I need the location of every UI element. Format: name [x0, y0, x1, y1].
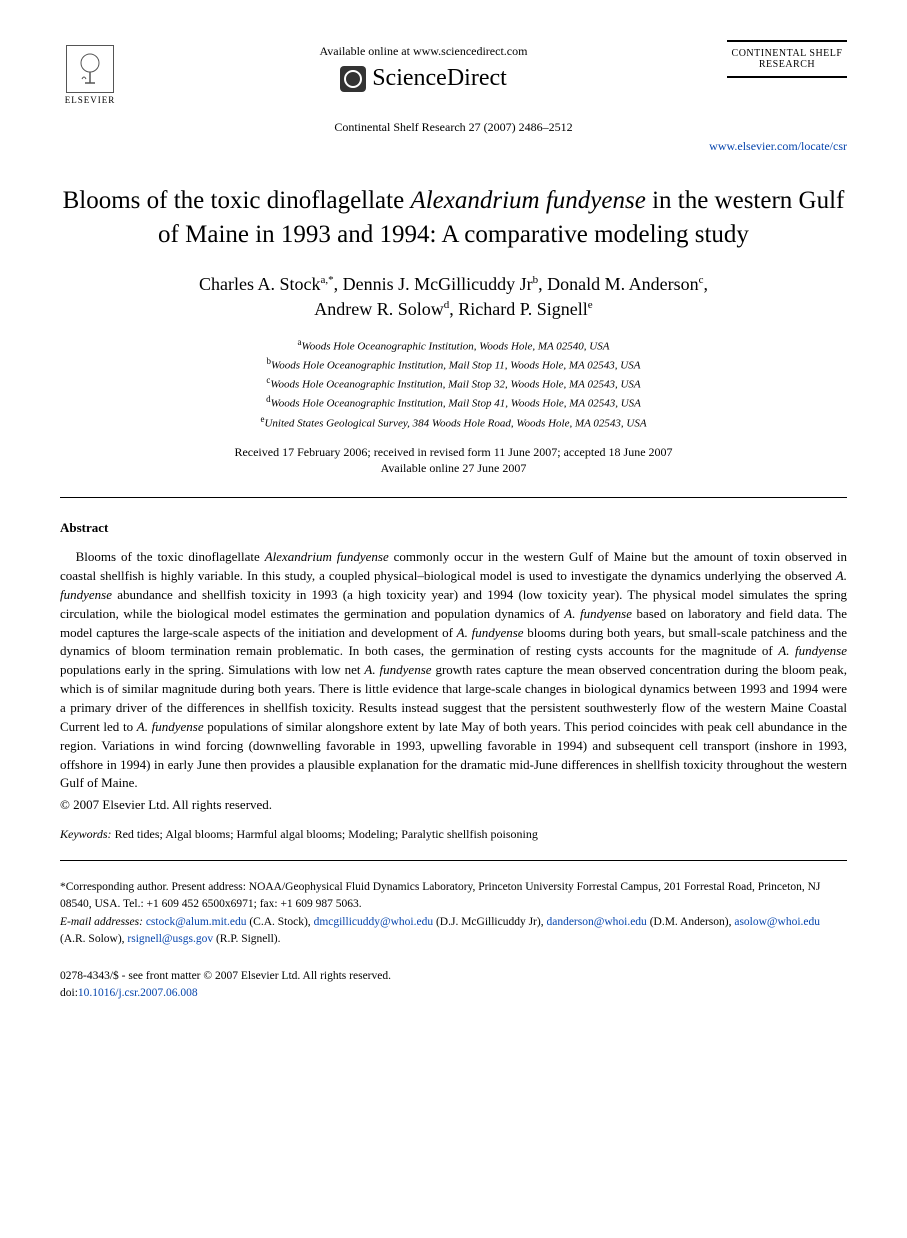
elsevier-logo: ELSEVIER: [60, 40, 120, 110]
affil-c-text: Woods Hole Oceanographic Institution, Ma…: [270, 379, 640, 391]
journal-link-row: www.elsevier.com/locate/csr: [60, 139, 847, 154]
doi-link[interactable]: 10.1016/j.csr.2007.06.008: [78, 987, 198, 999]
abstract-copyright: © 2007 Elsevier Ltd. All rights reserved…: [60, 797, 847, 813]
journal-cover-box: CONTINENTAL SHELF RESEARCH: [727, 40, 847, 78]
affil-b-text: Woods Hole Oceanographic Institution, Ma…: [271, 360, 640, 372]
affil-e-text: United States Geological Survey, 384 Woo…: [264, 417, 646, 429]
issn-line: 0278-4343/$ - see front matter © 2007 El…: [60, 968, 847, 985]
email-link-5[interactable]: rsignell@usgs.gov: [127, 933, 213, 945]
abs-i7: A. fundyense: [137, 719, 204, 734]
available-online-text: Available online at www.sciencedirect.co…: [120, 44, 727, 59]
author-1: Charles A. Stock: [199, 274, 321, 294]
journal-cover-line1: CONTINENTAL SHELF: [727, 48, 847, 59]
abstract-body: Blooms of the toxic dinoflagellate Alexa…: [60, 548, 847, 793]
sciencedirect-label: ScienceDirect: [372, 65, 507, 92]
email-paren-3: (D.M. Anderson),: [647, 916, 735, 928]
abs-s1a: Blooms of the toxic dinoflagellate: [76, 549, 265, 564]
affiliation-list: aWoods Hole Oceanographic Institution, W…: [60, 336, 847, 432]
author-3: Donald M. Anderson: [547, 274, 699, 294]
email-link-2[interactable]: dmcgillicuddy@whoi.edu: [314, 916, 434, 928]
author-1-sup: a,*: [320, 274, 333, 286]
rule-top: [60, 497, 847, 498]
abstract-heading: Abstract: [60, 520, 847, 536]
doi-prefix: doi:: [60, 987, 78, 999]
abs-i6: A. fundyense: [364, 662, 431, 677]
author-2: Dennis J. McGillicuddy Jr: [343, 274, 533, 294]
abs-i5: A. fundyense: [778, 643, 847, 658]
email-paren-5: (R.P. Signell).: [213, 933, 280, 945]
keywords-label: Keywords:: [60, 827, 112, 841]
journal-url-link[interactable]: www.elsevier.com/locate/csr: [709, 139, 847, 153]
publisher-name: ELSEVIER: [65, 95, 116, 105]
citation-line: Continental Shelf Research 27 (2007) 248…: [60, 120, 847, 135]
author-4: Andrew R. Solow: [314, 299, 444, 319]
title-species: Alexandrium fundyense: [410, 187, 645, 214]
email-link-1[interactable]: cstock@alum.mit.edu: [146, 916, 247, 928]
affil-a-text: Woods Hole Oceanographic Institution, Wo…: [302, 341, 610, 353]
dates-line2: Available online 27 June 2007: [60, 460, 847, 477]
article-dates: Received 17 February 2006; received in r…: [60, 444, 847, 478]
email-link-3[interactable]: danderson@whoi.edu: [546, 916, 646, 928]
journal-cover-line2: RESEARCH: [727, 59, 847, 70]
keywords-list: Red tides; Algal blooms; Harmful algal b…: [112, 827, 538, 841]
affil-c: cWoods Hole Oceanographic Institution, M…: [60, 374, 847, 393]
author-3-sup: c: [699, 274, 704, 286]
author-5-sup: e: [588, 299, 593, 311]
affil-e: eUnited States Geological Survey, 384 Wo…: [60, 413, 847, 432]
article-title: Blooms of the toxic dinoflagellate Alexa…: [60, 184, 847, 252]
footnotes: *Corresponding author. Present address: …: [60, 879, 847, 948]
author-4-sup: d: [444, 299, 450, 311]
author-list: Charles A. Stocka,*, Dennis J. McGillicu…: [60, 272, 847, 322]
keywords-row: Keywords: Red tides; Algal blooms; Harmf…: [60, 827, 847, 842]
affil-a: aWoods Hole Oceanographic Institution, W…: [60, 336, 847, 355]
title-prefix: Blooms of the toxic dinoflagellate: [63, 187, 411, 214]
email-paren-4: (A.R. Solow),: [60, 933, 127, 945]
dates-line1: Received 17 February 2006; received in r…: [60, 444, 847, 461]
email-paren-2: (D.J. McGillicuddy Jr),: [433, 916, 546, 928]
rule-bottom: [60, 860, 847, 861]
sciencedirect-brand: ScienceDirect: [340, 65, 507, 92]
abs-i1: Alexandrium fundyense: [265, 549, 389, 564]
elsevier-tree-icon: [66, 45, 114, 93]
abs-i3: A. fundyense: [564, 606, 632, 621]
sciencedirect-icon: [340, 66, 366, 92]
center-header: Available online at www.sciencedirect.co…: [120, 40, 727, 97]
corresponding-author-note: *Corresponding author. Present address: …: [60, 879, 847, 914]
header-row: ELSEVIER Available online at www.science…: [60, 40, 847, 110]
email-paren-1: (C.A. Stock),: [246, 916, 313, 928]
affil-d-text: Woods Hole Oceanographic Institution, Ma…: [271, 398, 641, 410]
author-5: Richard P. Signell: [458, 299, 588, 319]
tree-svg-icon: [70, 49, 110, 89]
copyright-footer: 0278-4343/$ - see front matter © 2007 El…: [60, 968, 847, 1001]
abs-s1f: populations early in the spring. Simulat…: [60, 662, 364, 677]
affil-d: dWoods Hole Oceanographic Institution, M…: [60, 393, 847, 412]
author-2-sup: b: [533, 274, 539, 286]
email-link-4[interactable]: asolow@whoi.edu: [734, 916, 820, 928]
email-label: E-mail addresses:: [60, 916, 143, 928]
affil-b: bWoods Hole Oceanographic Institution, M…: [60, 355, 847, 374]
doi-line: doi:10.1016/j.csr.2007.06.008: [60, 985, 847, 1002]
email-addresses-line: E-mail addresses: cstock@alum.mit.edu (C…: [60, 914, 847, 949]
abs-i4: A. fundyense: [457, 625, 524, 640]
